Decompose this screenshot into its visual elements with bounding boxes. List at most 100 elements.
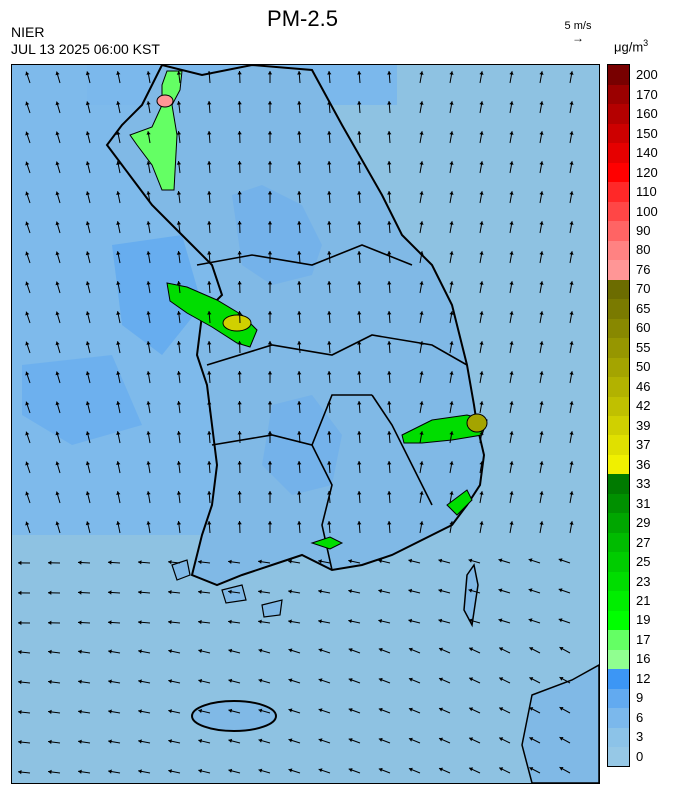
wind-vector-head — [18, 560, 22, 566]
wind-vector-head — [207, 131, 212, 135]
map-title: PM-2.5 — [267, 6, 338, 31]
wind-vector-head — [479, 191, 484, 195]
wind-vector-head — [499, 767, 504, 772]
wind-vector-head — [479, 161, 484, 165]
wind-vector-head — [378, 559, 383, 564]
legend-swatch — [608, 668, 629, 689]
wind-vector-head — [267, 371, 273, 375]
wind-vector-head — [327, 251, 332, 255]
wind-vector-head — [569, 71, 574, 75]
wind-vector-head — [18, 740, 22, 745]
wind-vector-head — [168, 679, 172, 684]
legend-swatch — [608, 259, 629, 280]
wind-vector-head — [498, 588, 503, 593]
legend-swatch — [608, 142, 629, 163]
wind-vector-head — [198, 768, 203, 774]
boundary-line-1 — [196, 244, 413, 266]
legend-tick-label: 0 — [636, 748, 644, 764]
wind-vector-head — [85, 251, 90, 256]
wind-vector-head — [318, 708, 323, 713]
wind-vector-head — [569, 431, 574, 435]
legend-tick-label: 200 — [636, 67, 658, 83]
wind-vector-head — [18, 590, 22, 596]
wind-vector-head — [419, 401, 424, 405]
wind-vector-head — [387, 431, 392, 435]
wind-vector-head — [55, 491, 60, 496]
wind-vector-head — [559, 767, 564, 771]
wind-vector-head — [509, 251, 514, 255]
wind-vector-head — [439, 677, 443, 682]
wind-vector-head — [228, 619, 232, 624]
legend-tick-label: 19 — [636, 612, 651, 628]
wind-vector-head — [258, 678, 263, 683]
wind-vector-head — [479, 491, 484, 495]
wind-vector-head — [387, 71, 392, 75]
wind-vector-head — [85, 281, 90, 286]
wind-vector-head — [85, 461, 90, 466]
wind-vector-head — [498, 558, 503, 563]
wind-vector-head — [357, 71, 362, 75]
legend-swatch — [608, 454, 629, 475]
legend-tick-label: 42 — [636, 398, 651, 414]
wind-vector-head — [207, 311, 212, 315]
wind-vector-head — [479, 521, 484, 525]
wind-vector-head — [228, 589, 232, 594]
wind-vector-head — [25, 131, 30, 136]
wind-vector-head — [138, 560, 142, 565]
wind-vector-head — [85, 341, 90, 346]
legend-tick-label: 36 — [636, 456, 651, 472]
wind-vector-head — [25, 191, 30, 196]
wind-vector-head — [378, 647, 383, 652]
wind-vector-head — [176, 461, 182, 465]
wind-vector-head — [378, 589, 383, 594]
wind-vector-head — [559, 677, 564, 681]
wind-vector-head — [78, 620, 82, 625]
wind-reference-label: 5 m/s — [564, 20, 592, 32]
wind-vector-head — [419, 221, 424, 225]
wind-vector-head — [327, 281, 332, 285]
wind-vector-head — [297, 131, 302, 135]
legend-tick-label: 12 — [636, 670, 651, 686]
boundary-line-5 — [371, 394, 433, 506]
wind-vector-head — [529, 707, 534, 711]
wind-vector-head — [48, 560, 52, 565]
legend-swatch — [608, 65, 629, 85]
wind-vector-head — [168, 590, 172, 595]
wind-vector-head — [176, 71, 182, 75]
legend-swatch — [608, 376, 629, 397]
wind-vector-head — [449, 311, 454, 315]
wind-vector-head — [419, 161, 424, 165]
wind-vector-head — [207, 281, 212, 285]
wind-vector-head — [267, 431, 273, 435]
wind-vector-head — [168, 649, 172, 654]
wind-vector-head — [116, 161, 121, 165]
legend-tick-label: 6 — [636, 709, 644, 725]
wind-vector-head — [569, 191, 574, 195]
jeju-island — [191, 700, 277, 732]
wind-vector-head — [509, 431, 514, 435]
wind-vector-head — [176, 371, 182, 375]
wind-vector-head — [479, 71, 484, 75]
legend-swatch — [608, 357, 629, 378]
wind-vector-head — [558, 618, 563, 623]
wind-vector-head — [408, 707, 413, 712]
wind-vector-head — [176, 131, 182, 135]
wind-vector-head — [85, 371, 90, 376]
wind-vector-head — [267, 311, 273, 315]
legend-swatch — [608, 493, 629, 514]
wind-vector-head — [469, 707, 474, 712]
wind-vector-head — [569, 221, 574, 225]
wind-vector-head — [198, 648, 203, 654]
wind-vector-head — [207, 521, 212, 525]
legend-tick-label: 100 — [636, 203, 658, 219]
wind-vector-head — [267, 191, 273, 195]
wind-vector-head — [348, 678, 353, 683]
wind-vector-head — [146, 281, 151, 285]
legend-tick-label: 80 — [636, 242, 651, 258]
legend-swatch — [608, 727, 629, 748]
wind-vector-head — [168, 709, 172, 714]
wind-vector-head — [116, 341, 121, 345]
wind-vector-head — [18, 680, 22, 685]
wind-vector-head — [55, 431, 60, 436]
wind-vector-head — [25, 311, 30, 316]
